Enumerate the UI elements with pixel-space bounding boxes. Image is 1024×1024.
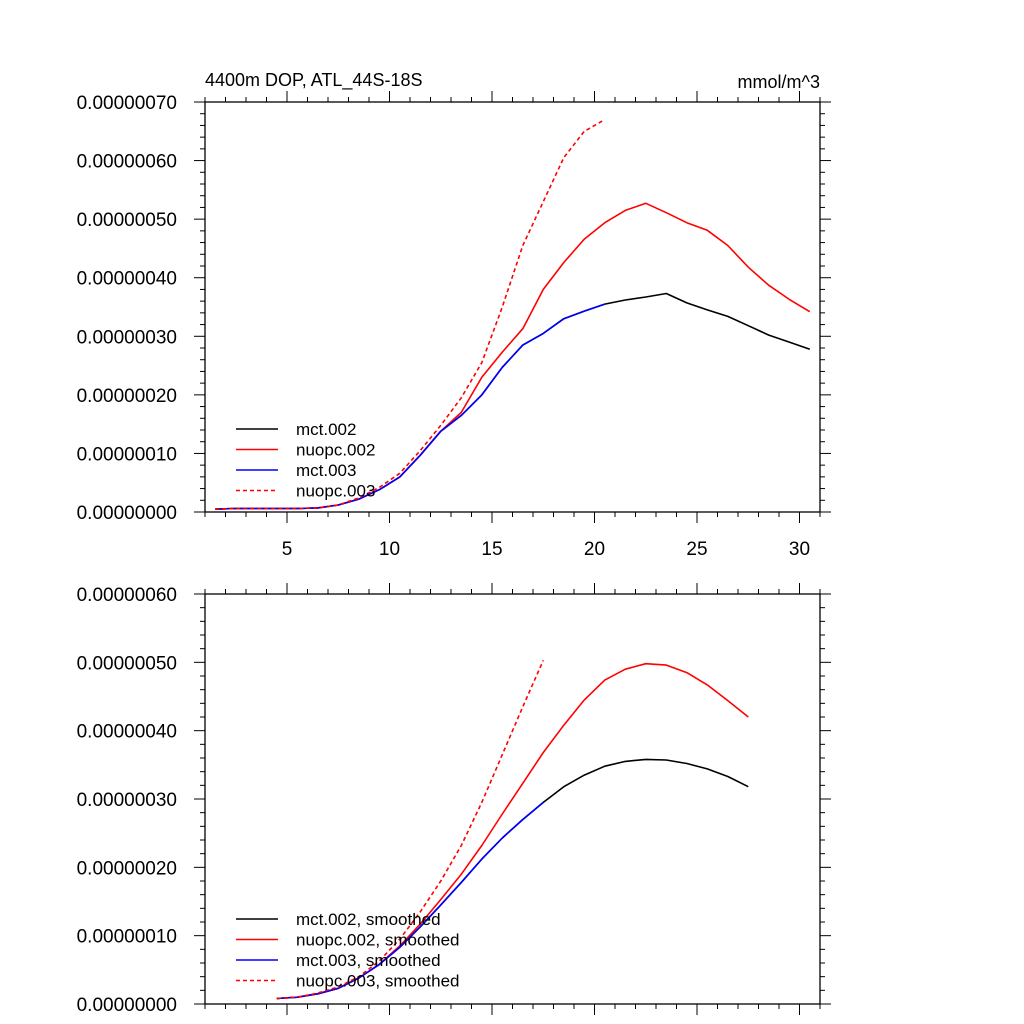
y-tick-label: 0.00000040	[77, 722, 177, 743]
legend-label: mct.003, smoothed	[296, 951, 441, 970]
series-line-mct-003	[215, 303, 606, 510]
chart-title: 4400m DOP, ATL_44S-18S	[205, 70, 422, 91]
legend-label: nuopc.003	[296, 482, 375, 501]
y-tick-label: 0.00000000	[77, 503, 177, 524]
chart-units: mmol/m^3	[738, 72, 820, 92]
legend-label: nuopc.003, smoothed	[296, 972, 460, 991]
x-tick-label: 20	[584, 539, 605, 560]
top-chart-panel: 5 10 15 20 25 30 0.00000000 0.00000010 0.0000002…	[77, 70, 831, 560]
y-tick-label: 0.00000040	[77, 269, 177, 290]
bottom-chart-panel: 0.00000000 0.00000010 0.00000020 0.00000030…	[77, 583, 831, 1016]
legend-label: mct.002	[296, 420, 356, 439]
x-tick-label: 15	[481, 539, 502, 560]
y-tick-label: 0.00000000	[77, 995, 177, 1016]
y-tick-label: 0.00000070	[77, 93, 177, 114]
y-tick-label: 0.00000020	[77, 858, 177, 879]
x-tick-label: 25	[686, 539, 707, 560]
series-line-nuopc-003	[215, 118, 606, 510]
y-tick-label: 0.00000060	[77, 585, 177, 606]
x-tick-label: 5	[282, 539, 293, 560]
y-tick-label: 0.00000050	[77, 210, 177, 231]
y-tick-label: 0.00000010	[77, 927, 177, 948]
legend-label: mct.002, smoothed	[296, 910, 441, 929]
y-tick-label: 0.00000030	[77, 327, 177, 348]
y-tick-label: 0.00000030	[77, 790, 177, 811]
y-tick-label: 0.00000010	[77, 444, 177, 465]
y-tick-label: 0.00000020	[77, 386, 177, 407]
series-line-nuopc-003-smoothed	[276, 659, 545, 1000]
y-tick-label: 0.00000060	[77, 152, 177, 173]
x-tick-label: 30	[789, 539, 810, 560]
x-tick-label: 10	[379, 539, 400, 560]
legend-label: nuopc.002	[296, 441, 375, 460]
y-tick-label: 0.00000050	[77, 653, 177, 674]
legend-label: mct.003	[296, 461, 356, 480]
legend-label: nuopc.002, smoothed	[296, 931, 460, 950]
